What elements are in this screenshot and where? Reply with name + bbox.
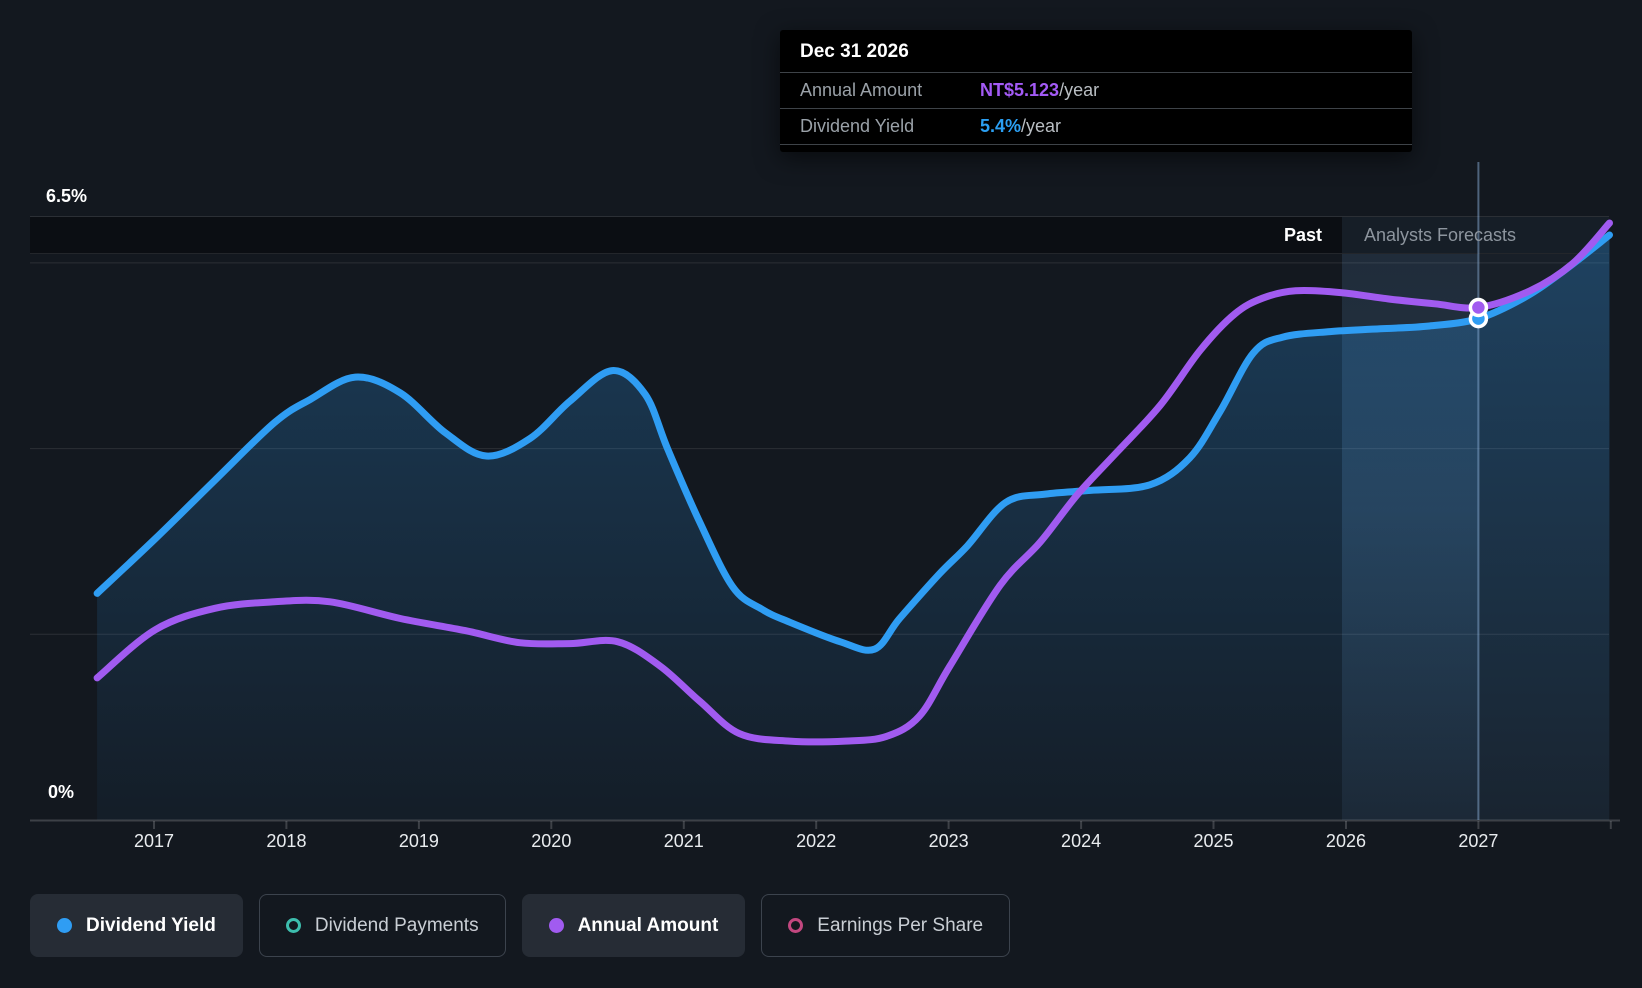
tooltip-label: Dividend Yield <box>800 116 915 136</box>
tooltip-label: Annual Amount <box>800 80 923 100</box>
tooltip-suffix: /year <box>1021 116 1062 136</box>
dividend-yield-area <box>97 235 1610 820</box>
analysts-forecasts-label: Analysts Forecasts <box>1364 225 1517 245</box>
x-axis-label-2021: 2021 <box>663 831 704 851</box>
legend-bar: Dividend Yield Dividend Payments Annual … <box>30 894 1011 957</box>
dividend-yield-line <box>93 231 1613 654</box>
annual-amount-dot-icon <box>548 918 564 933</box>
x-axis-label-2020: 2020 <box>531 831 572 851</box>
past-section-label: Past <box>1283 225 1322 245</box>
x-axis-ticks <box>153 821 1612 829</box>
legend-label: Earnings Per Share <box>817 914 984 936</box>
dividend-yield-dot-icon <box>57 918 72 933</box>
earnings-per-share-ring-icon <box>788 918 804 933</box>
legend-dividend-payments-button[interactable]: Dividend Payments <box>258 894 506 957</box>
legend-dividend-yield-button[interactable]: Dividend Yield <box>30 894 243 957</box>
y-axis-max-label: 6.5% <box>46 186 88 206</box>
legend-label: Dividend Payments <box>314 914 479 936</box>
x-axis-label-2019: 2019 <box>398 831 439 851</box>
legend-label: Dividend Yield <box>86 914 216 936</box>
x-axis-label-2026: 2026 <box>1325 831 1366 851</box>
legend-annual-amount-button[interactable]: Annual Amount <box>521 894 746 957</box>
past-forecast-strip <box>30 217 1609 254</box>
x-axis-label-2025: 2025 <box>1193 831 1234 851</box>
x-axis-label-2023: 2023 <box>928 831 969 851</box>
y-axis-zero-label: 0% <box>48 782 75 802</box>
chart-tooltip: Dec 31 2026 Annual Amount NT$5.123 /year… <box>780 30 1412 152</box>
tooltip-value: NT$5.123 <box>980 80 1060 100</box>
x-axis-label-2022: 2022 <box>796 831 837 851</box>
tooltip-row-annual-amount: Annual Amount NT$5.123 /year <box>780 72 1412 108</box>
x-axis-label-2024: 2024 <box>1061 831 1102 851</box>
tooltip-suffix: /year <box>1059 80 1100 100</box>
x-axis-label-2017: 2017 <box>133 831 175 851</box>
tooltip-date: Dec 31 2026 <box>800 41 909 62</box>
x-axis-label-2027: 2027 <box>1458 831 1499 851</box>
x-axis-label-2018: 2018 <box>266 831 307 851</box>
legend-earnings-per-share-button[interactable]: Earnings Per Share <box>761 894 1011 957</box>
dividend-payments-ring-icon <box>285 918 301 933</box>
legend-label: Annual Amount <box>577 914 719 936</box>
marker-annual-amount <box>1468 297 1489 318</box>
hover-markers <box>1468 297 1489 329</box>
forecast-strip-highlight <box>1342 217 1609 253</box>
tooltip-row-dividend-yield: Dividend Yield 5.4% /year <box>780 108 1412 145</box>
annual-amount-line <box>93 219 1613 746</box>
tooltip-value: 5.4% <box>980 116 1022 136</box>
